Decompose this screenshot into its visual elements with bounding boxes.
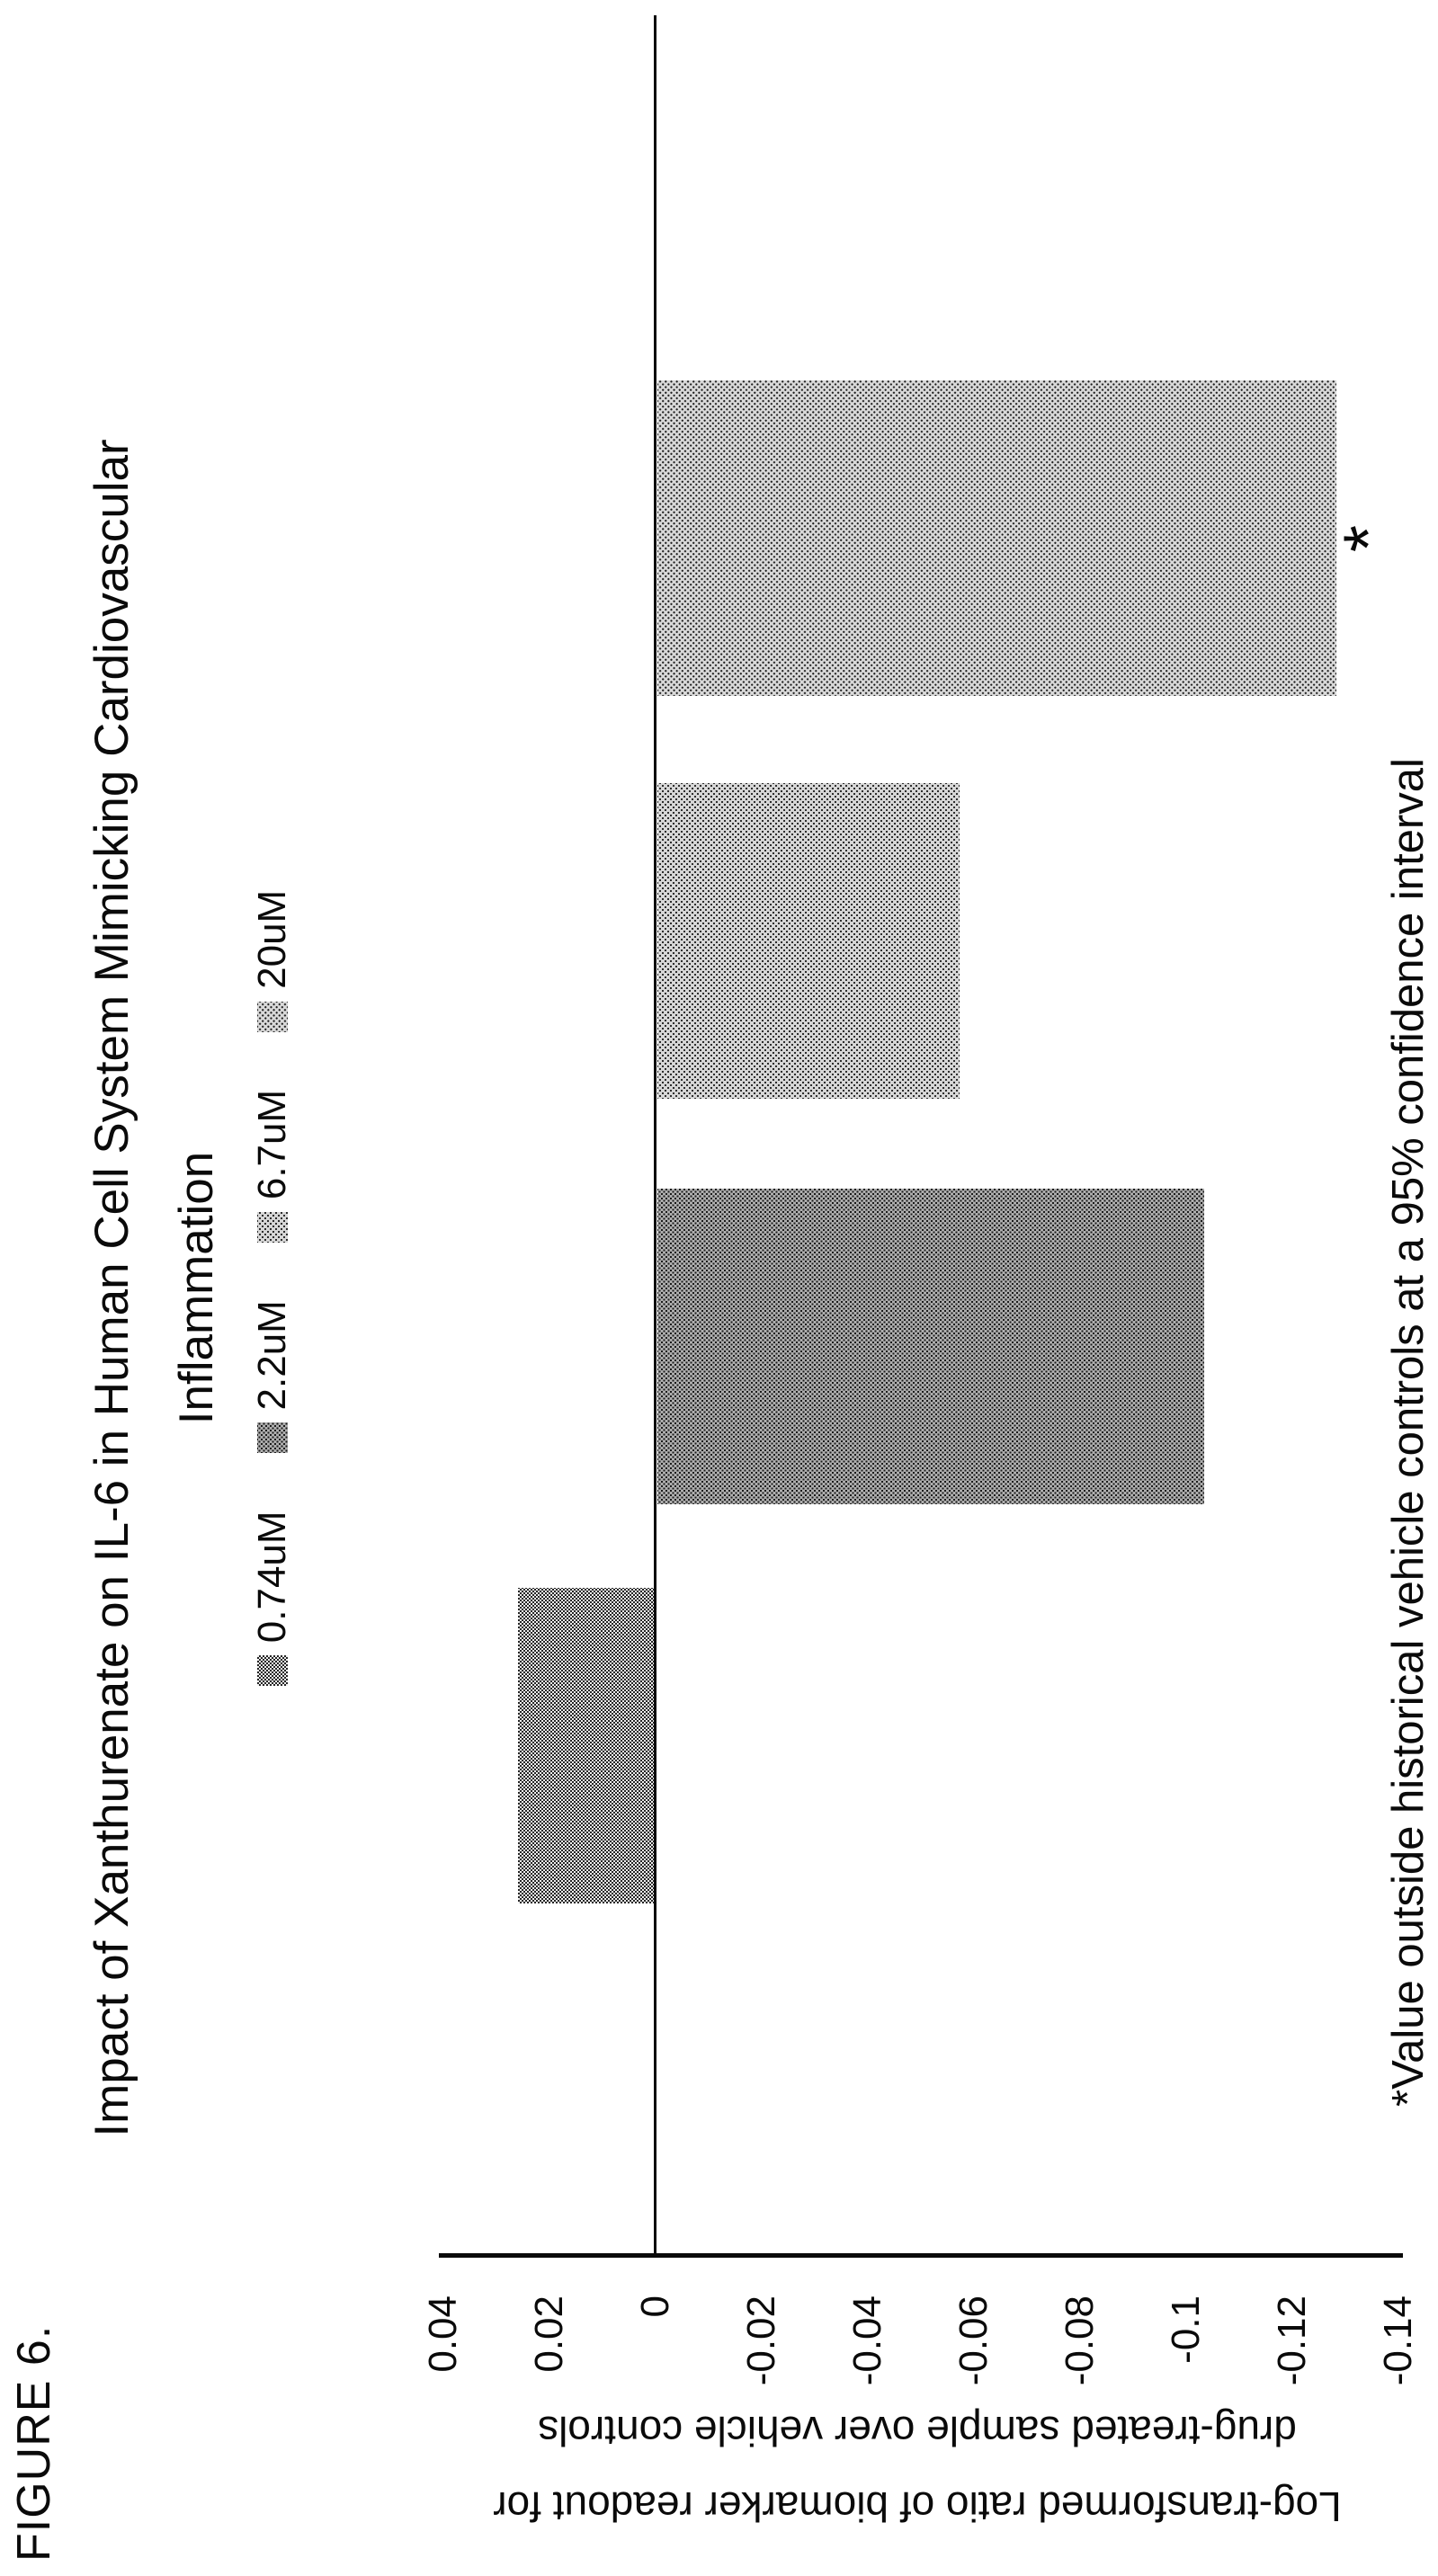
legend-swatch-icon: [257, 1422, 288, 1454]
legend-label: 6.7uM: [250, 1089, 294, 1200]
legend-item: 20uM: [250, 890, 295, 1032]
chart-title-line1: Impact of Xanthurenate on IL-6 in Human …: [85, 439, 138, 2137]
zero-baseline: [654, 15, 656, 2258]
legend-swatch-icon: [257, 1655, 288, 1687]
legend-swatch-icon: [257, 1001, 288, 1032]
bar-20uM: [657, 380, 1336, 696]
value-axis-line: [439, 2253, 1403, 2258]
chart-title-line2: Inflammation: [170, 1151, 223, 1425]
bar-6.7uM: [657, 783, 960, 1099]
legend-label: 20uM: [250, 889, 294, 989]
legend-label: 0.74uM: [250, 1511, 294, 1644]
legend-item: 6.7uM: [250, 1090, 295, 1243]
chart-title: Impact of Xanthurenate on IL-6 in Human …: [70, 0, 239, 2576]
legend-item: 2.2uM: [250, 1300, 295, 1454]
bar-0.74uM: [518, 1588, 656, 1903]
legend-label: 2.2uM: [250, 1300, 294, 1411]
bar-2.2uM: [657, 1189, 1204, 1504]
value-axis-title: Log-transformed ratio of biomarker reado…: [333, 2392, 1438, 2545]
footnote: *Value outside historical vehicle contro…: [1384, 758, 1433, 2107]
legend-swatch-icon: [257, 1212, 288, 1243]
value-axis-title-line2: drug-treated sample over vehicle control…: [538, 2408, 1297, 2455]
legend-item: 0.74uM: [250, 1511, 295, 1687]
significance-asterisk: *: [1328, 524, 1407, 553]
value-axis-title-line1: Log-transformed ratio of biomarker reado…: [493, 2483, 1342, 2530]
figure-label: FIGURE 6.: [8, 2324, 60, 2562]
legend: 0.74uM 2.2uM 6.7uM 20uM: [250, 0, 295, 2576]
